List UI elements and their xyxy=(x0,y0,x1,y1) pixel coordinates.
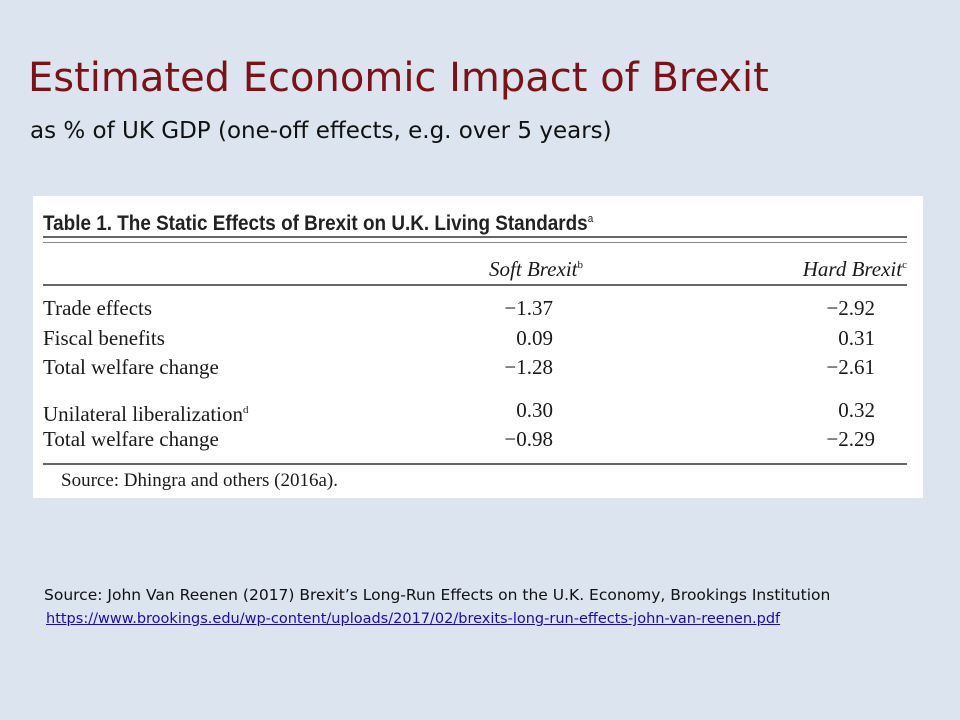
slide-subtitle: as % of UK GDP (one-off effects, e.g. ov… xyxy=(30,118,612,144)
source-link[interactable]: https://www.brookings.edu/wp-content/upl… xyxy=(46,611,781,627)
table-cell-hard: 0.32 xyxy=(838,398,875,422)
table-caption-text: Table 1. The Static Effects of Brexit on… xyxy=(43,212,588,235)
column-header-soft-brexit-note: b xyxy=(577,259,584,271)
table-row-label: Total welfare change xyxy=(43,425,219,453)
table-caption-note: a xyxy=(587,213,594,225)
column-header-hard-brexit: Hard Brexitc xyxy=(803,251,907,283)
table-caption: Table 1. The Static Effects of Brexit on… xyxy=(43,204,593,239)
source-citation: Source: John Van Reenen (2017) Brexit’s … xyxy=(44,586,831,604)
table-cell-hard: −2.92 xyxy=(826,296,875,320)
table-top-rule-secondary xyxy=(43,242,907,243)
table-cell-soft: −1.37 xyxy=(504,296,553,320)
table-row-label: Unilateral liberalizationd xyxy=(43,396,249,428)
column-header-soft-brexit: Soft Brexitb xyxy=(489,251,583,283)
table-row-label: Trade effects xyxy=(43,294,152,322)
table-cell-soft: −1.28 xyxy=(504,355,553,379)
table-top-rule xyxy=(43,236,907,238)
table-row-label-text: Unilateral liberalization xyxy=(43,402,243,426)
table-row-label-text: Fiscal benefits xyxy=(43,326,165,350)
table-cell-soft: −0.98 xyxy=(504,427,553,451)
table-row-label: Total welfare change xyxy=(43,353,219,381)
table-row-label: Fiscal benefits xyxy=(43,324,165,352)
table-source-note: Source: Dhingra and others (2016a). xyxy=(61,470,339,491)
column-header-hard-brexit-label: Hard Brexit xyxy=(802,257,903,281)
table-row-label-text: Total welfare change xyxy=(43,355,219,379)
table-bottom-rule xyxy=(43,463,907,465)
column-header-hard-brexit-note: c xyxy=(902,259,907,271)
table-cell-soft: 0.30 xyxy=(516,398,553,422)
table-row-note: d xyxy=(243,404,249,416)
table-cell-hard: −2.61 xyxy=(826,355,875,379)
column-header-soft-brexit-label: Soft Brexit xyxy=(489,257,578,281)
table-cell-hard: 0.31 xyxy=(838,326,875,350)
table-header-rule xyxy=(43,284,907,286)
table-cell-soft: 0.09 xyxy=(516,326,553,350)
brexit-effects-table: Table 1. The Static Effects of Brexit on… xyxy=(33,196,923,498)
table-row-label-text: Total welfare change xyxy=(43,427,219,451)
table-cell-hard: −2.29 xyxy=(826,427,875,451)
slide-title: Estimated Economic Impact of Brexit xyxy=(28,55,769,101)
table-row-label-text: Trade effects xyxy=(43,296,153,320)
